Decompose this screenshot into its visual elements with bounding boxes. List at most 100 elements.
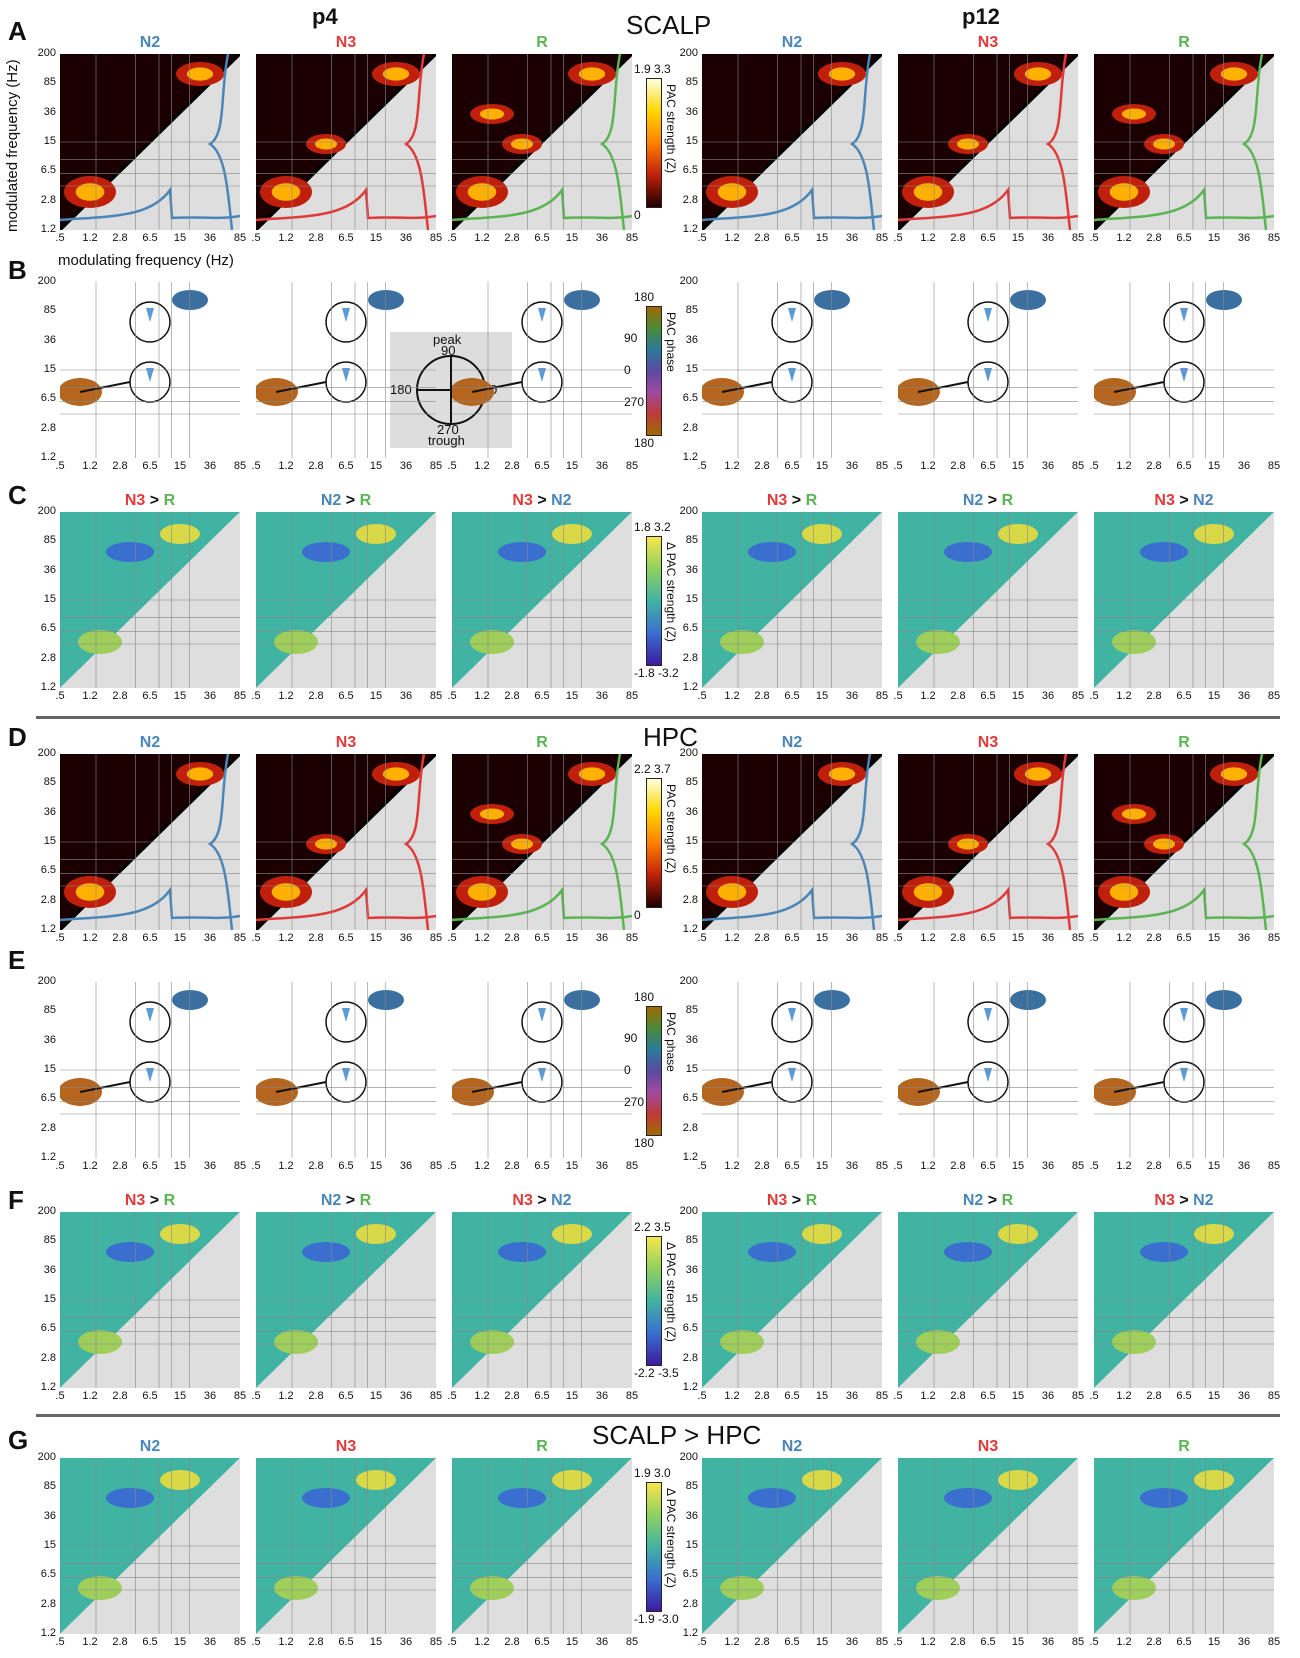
x-tick-label: 15 <box>1011 232 1025 244</box>
y-tick-label: 85 <box>43 776 56 789</box>
x-tick-label: 85 <box>875 232 889 244</box>
x-tick-label: 6.5 <box>784 932 800 944</box>
colorbar-label: Δ PAC strength (Z) <box>664 1242 678 1342</box>
y-tick-label: 36 <box>43 1033 56 1046</box>
negative-cluster <box>748 1242 796 1262</box>
y-tick-label: 36 <box>43 333 56 346</box>
x-tick-label: 15 <box>173 690 187 702</box>
x-tick-label: .5 <box>447 932 457 944</box>
y-tick-label: 36 <box>43 105 56 118</box>
phase-rose-wedge <box>342 308 350 322</box>
y-tick-label: 36 <box>43 805 56 818</box>
x-tick-label: 85 <box>875 1390 889 1402</box>
phase-cluster <box>172 990 208 1010</box>
stage-label: R <box>163 1192 176 1209</box>
x-tick-label: 6.5 <box>1176 1390 1192 1402</box>
colorbar-bottom-label: 180 <box>634 436 655 450</box>
panel-title: N2 <box>702 34 882 52</box>
x-tick-label: .5 <box>1089 1160 1099 1172</box>
x-tick-label: 1.2 <box>474 460 490 472</box>
x-tick-label: 2.8 <box>950 232 966 244</box>
y-tick-label: 6.5 <box>40 864 56 877</box>
comodulogram-svg <box>1094 754 1274 930</box>
x-tick-label: .5 <box>893 232 903 244</box>
x-tick-label: 36 <box>1237 932 1251 944</box>
x-tick-label: .5 <box>251 690 261 702</box>
panel-title: N2 <box>60 34 240 52</box>
colorbar <box>646 536 662 666</box>
y-tick-label: 15 <box>43 363 56 375</box>
x-tick-label: 2.8 <box>504 1160 520 1172</box>
comodulogram-C-6 <box>1094 512 1274 688</box>
y-tick-label: 85 <box>685 1234 698 1247</box>
stage-label: N2 <box>139 1438 161 1455</box>
x-tick-label: .5 <box>893 690 903 702</box>
x-tick-label: 15 <box>1011 1160 1025 1172</box>
y-tick-label: 2.8 <box>682 421 698 434</box>
x-tick-label: 15 <box>1207 232 1221 244</box>
comodulogram-svg <box>256 1212 436 1388</box>
phase-rose-wedge <box>538 1068 546 1082</box>
y-tick-label: 2.8 <box>40 1121 56 1134</box>
y-tick-label: 200 <box>679 275 698 287</box>
x-tick-label: 15 <box>369 932 383 944</box>
negative-cluster <box>302 542 350 562</box>
negative-cluster <box>1140 542 1188 562</box>
negative-cluster <box>1140 1242 1188 1262</box>
comodulogram-E-3 <box>452 982 632 1158</box>
y-tick-label: 200 <box>679 1205 698 1217</box>
x-tick-label: 2.8 <box>112 932 128 944</box>
y-tick-label: 2.8 <box>682 1597 698 1610</box>
x-tick-label: 15 <box>815 1390 829 1402</box>
y-tick-label: 15 <box>685 1539 698 1551</box>
y-tick-label: 200 <box>37 505 56 517</box>
stage-label: N3 <box>512 1192 533 1209</box>
comodulogram-svg <box>60 282 240 458</box>
x-tick-label: .5 <box>251 232 261 244</box>
power-spectrum-line <box>898 754 1078 930</box>
x-tick-label: 36 <box>1237 1636 1251 1648</box>
x-tick-label: .5 <box>1089 232 1099 244</box>
y-tick-label: 85 <box>685 76 698 89</box>
colorbar-mid-label: 0 <box>624 363 631 377</box>
stage-label: N2 <box>139 734 161 751</box>
comodulogram-svg <box>702 1212 882 1388</box>
x-tick-label: 1.2 <box>474 932 490 944</box>
x-tick-label: .5 <box>1089 1390 1099 1402</box>
phase-270-label: 270 <box>437 422 459 437</box>
x-tick-label: 2.8 <box>504 1390 520 1402</box>
y-tick-label: 1.2 <box>682 923 698 935</box>
colorbar <box>646 1236 662 1366</box>
x-tick-label: 6.5 <box>1176 1636 1192 1648</box>
phase-connector <box>79 1081 131 1093</box>
hotspot-core <box>957 138 979 150</box>
x-tick-label: .5 <box>251 932 261 944</box>
x-tick-label: 36 <box>845 1390 859 1402</box>
x-tick-label: 6.5 <box>338 1390 354 1402</box>
x-tick-label: .5 <box>447 232 457 244</box>
colorbar-mid-label: 90 <box>624 331 638 345</box>
y-tick-label: 1.2 <box>682 451 698 463</box>
x-tick-label: 2.8 <box>1146 690 1162 702</box>
x-tick-label: 15 <box>173 1390 187 1402</box>
x-tick-label: 2.8 <box>754 1636 770 1648</box>
x-tick-label: 85 <box>875 1636 889 1648</box>
comodulogram-G-1 <box>60 1458 240 1634</box>
stage-label: R <box>1001 1192 1014 1209</box>
comodulogram-C-2 <box>256 512 436 688</box>
x-tick-label: 15 <box>369 232 383 244</box>
x-tick-label: 15 <box>815 1160 829 1172</box>
positive-cluster <box>470 1330 514 1354</box>
x-tick-label: 1.2 <box>1116 232 1132 244</box>
negative-cluster <box>944 542 992 562</box>
greater-than-label: > <box>787 492 806 509</box>
x-tick-label: .5 <box>893 1636 903 1648</box>
x-tick-label: 1.2 <box>82 1390 98 1402</box>
hotspot-core <box>511 138 533 150</box>
y-tick-label: 36 <box>43 1263 56 1276</box>
y-tick-label: 2.8 <box>682 1351 698 1364</box>
x-tick-label: .5 <box>697 690 707 702</box>
x-tick-label: 2.8 <box>754 932 770 944</box>
x-tick-label: 6.5 <box>338 1636 354 1648</box>
x-tick-label: 36 <box>1237 1390 1251 1402</box>
